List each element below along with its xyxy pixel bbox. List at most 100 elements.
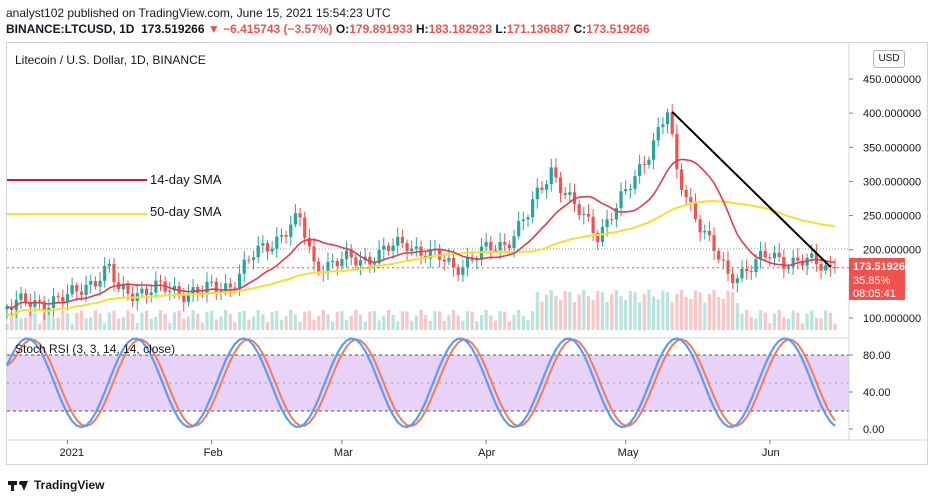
candle-body (247, 259, 251, 261)
volume-bar (400, 311, 404, 330)
legend-sma50: 50-day SMA (150, 204, 222, 219)
candle-body (665, 112, 670, 125)
candle-body (144, 288, 149, 295)
volume-bar (312, 319, 316, 330)
volume-bar (340, 311, 344, 330)
candle-body (391, 245, 395, 251)
candle-body (717, 250, 721, 260)
candle-body (172, 286, 177, 291)
volume-bar (154, 316, 158, 330)
volume-bar (689, 299, 693, 330)
volume-bar (558, 300, 563, 330)
candle-body (182, 294, 186, 302)
candle-body (745, 268, 749, 272)
candle-body (289, 224, 293, 237)
volume-bar (442, 320, 446, 330)
volume-bar (772, 313, 777, 330)
pane-title: Litecoin / U.S. Dollar, 1D, BINANCE (15, 53, 206, 67)
candle-body (386, 245, 391, 251)
close-value: 173.519266 (586, 22, 650, 36)
volume-bar (582, 290, 586, 330)
candle-body (47, 307, 51, 312)
low-value: 171.136887 (506, 22, 571, 36)
candle-body (484, 241, 488, 247)
volume-bar (796, 312, 800, 330)
candle-body (642, 164, 646, 166)
candle-body (735, 278, 739, 283)
currency-button[interactable]: USD (873, 50, 905, 68)
candle-body (303, 217, 307, 238)
price-tick-label: 350.000000 (863, 142, 921, 154)
volume-bar (33, 313, 37, 330)
candle-body (270, 248, 274, 252)
candle-body (707, 231, 712, 236)
candle-body (265, 243, 270, 252)
candle-body (414, 246, 418, 249)
candle-body (517, 221, 521, 237)
open-label: O: (335, 22, 350, 36)
price-tick-label: 200.000000 (863, 245, 921, 257)
candle-body (461, 267, 465, 275)
candle-body (51, 296, 56, 308)
volume-bar (782, 317, 786, 330)
time-tick-label: 2021 (59, 447, 83, 459)
volume-bar (814, 317, 818, 330)
candle-body (79, 291, 84, 295)
volume-bar (93, 310, 97, 330)
volume-bar (256, 310, 260, 330)
candle-body (228, 283, 232, 288)
volume-bar (210, 310, 214, 330)
candle-body (279, 235, 284, 237)
volume-bar (517, 310, 521, 330)
volume-bar (684, 296, 688, 330)
candle-body (354, 257, 358, 266)
sma50-line (6, 199, 836, 317)
candle-body (65, 294, 70, 302)
volume-bar (126, 310, 130, 330)
last-price: 173.519266 (141, 22, 205, 36)
candle-body (656, 127, 660, 141)
volume-bar (140, 312, 144, 330)
stoch-title: Stoch RSI (3, 3, 14, 14, close) (15, 342, 175, 356)
candle-body (535, 187, 539, 200)
trendline[interactable] (671, 111, 832, 268)
footer-brand[interactable]: TradingView (8, 478, 104, 492)
volume-bar (219, 316, 223, 330)
volume-bar (512, 314, 516, 330)
candle-body (521, 219, 525, 222)
price-tick-label: 450.000000 (863, 74, 921, 86)
candle-body (531, 199, 535, 218)
volume-bar (298, 321, 302, 330)
candle-body (33, 300, 37, 307)
volume-bar (786, 318, 791, 330)
candle-body (107, 263, 111, 267)
candle-body (610, 219, 614, 221)
volume-bar (475, 321, 479, 330)
volume-bar (535, 291, 539, 330)
candle-body (703, 231, 707, 233)
symbol-label: BINANCE:LTCUSD, 1D (6, 22, 135, 36)
candle-body (214, 281, 218, 292)
volume-bar (586, 296, 591, 330)
candle-body (382, 245, 386, 250)
volume-bar (489, 315, 493, 330)
volume-bar (707, 293, 712, 330)
volume-bar (749, 317, 753, 330)
volume-bar (642, 294, 646, 330)
volume-bar (182, 319, 186, 330)
candle-body (526, 217, 530, 220)
candle-body (684, 189, 688, 198)
candle-body (377, 249, 381, 264)
volume-bar (433, 311, 437, 330)
volume-bar (833, 323, 837, 330)
candle-body (317, 261, 321, 273)
candle-body (42, 301, 46, 312)
volume-bar (633, 292, 637, 330)
volume-bar (317, 315, 321, 330)
volume-bar (158, 310, 163, 330)
time-tick-label: May (618, 447, 639, 459)
candle-body (140, 288, 144, 294)
volume-bar (703, 302, 707, 330)
candle-body (647, 159, 651, 165)
